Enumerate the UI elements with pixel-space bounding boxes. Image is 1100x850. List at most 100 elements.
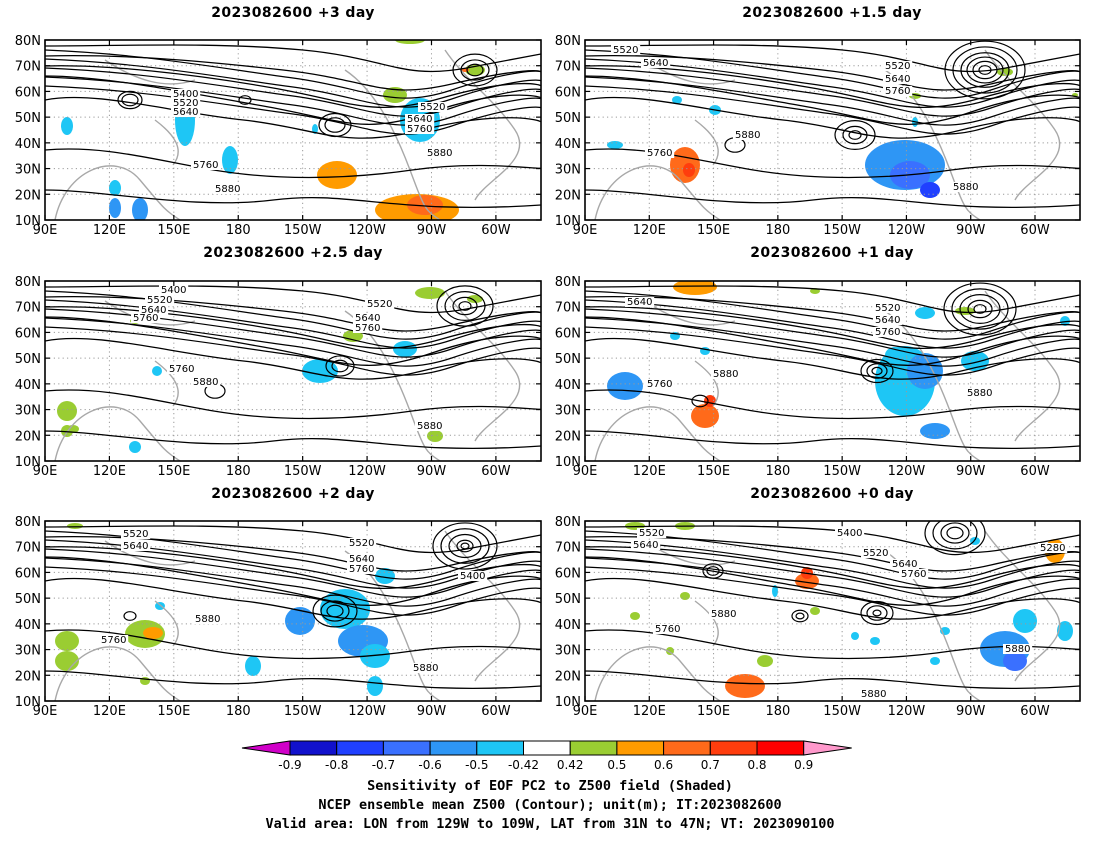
contour-label-bg: [873, 315, 903, 325]
z500-contour: [45, 430, 541, 450]
z500-contour: [45, 337, 541, 380]
lon-tick-label: 60W: [1020, 464, 1050, 479]
z500-closed-contour: [318, 112, 352, 138]
lon-tick-label: 120E: [633, 704, 666, 719]
coastline: [594, 646, 721, 701]
contour-label: 5400: [837, 528, 862, 539]
z500-contour: [45, 530, 541, 580]
lat-tick-label: 40N: [15, 137, 41, 152]
lon-tick-label: 180: [765, 464, 790, 479]
coastline: [444, 290, 521, 442]
panel-title: 2023082600 +2.5 day: [203, 245, 383, 261]
contour-label-bg: [625, 297, 655, 307]
z500-contour: [585, 76, 1080, 126]
z500-closed-contour: [466, 63, 484, 77]
contour-label: 5760: [101, 635, 126, 646]
sensitivity-shading: [393, 341, 417, 357]
lat-tick-label: 80N: [555, 515, 581, 530]
sensitivity-shading: [285, 607, 315, 635]
colorbar-segment: [382, 740, 431, 756]
z500-closed-contour: [117, 90, 143, 110]
lat-tick-label: 20N: [555, 188, 581, 203]
z500-contour: [45, 557, 541, 607]
z500-contour: [585, 670, 1080, 690]
contour-label-bg: [347, 564, 377, 574]
contour-label-bg: [965, 388, 995, 398]
z500-closed-contour: [448, 533, 482, 559]
z500-closed-contour: [872, 609, 882, 617]
colorbar-segment: [569, 740, 618, 756]
z500-closed-contour: [325, 355, 355, 377]
z500-closed-contour: [834, 119, 876, 150]
z500-closed-contour: [460, 59, 490, 81]
contour-label-bg: [899, 569, 929, 579]
coastline: [444, 530, 521, 682]
lon-tick-label: 150E: [697, 223, 730, 238]
sensitivity-shading: [907, 353, 943, 389]
contour-label-bg: [171, 89, 201, 99]
z500-closed-contour: [959, 294, 1001, 325]
lat-tick-label: 10N: [15, 695, 41, 710]
contour-label-bg: [458, 571, 488, 581]
coastline: [984, 49, 1061, 201]
lon-tick-label: 150W: [284, 464, 322, 479]
contour-label-bg: [425, 148, 455, 158]
caption-shading: Sensitivity of EOF PC2 to Z500 field (Sh…: [367, 778, 733, 794]
lon-tick-label: 90E: [573, 223, 598, 238]
lat-tick-label: 20N: [555, 669, 581, 684]
lat-tick-label: 40N: [555, 618, 581, 633]
sensitivity-shading: [870, 637, 880, 645]
lon-tick-label: 90W: [417, 704, 447, 719]
coastline: [54, 165, 181, 220]
z500-closed-contour: [848, 130, 862, 140]
sensitivity-shading: [67, 425, 79, 433]
z500-closed-contour: [944, 40, 1026, 100]
map-frame: [44, 39, 542, 221]
colorbar-segment: [336, 740, 384, 756]
contour-label-bg: [835, 528, 865, 538]
sensitivity-shading: [607, 372, 643, 400]
coastline: [54, 406, 181, 461]
lon-tick-label: 120W: [348, 223, 386, 238]
lat-tick-label: 40N: [15, 618, 41, 633]
contour-label: 5520: [349, 538, 374, 549]
map-frame: [44, 520, 542, 702]
z500-contour: [585, 577, 1080, 620]
lat-tick-label: 20N: [15, 429, 41, 444]
sensitivity-shading: [55, 651, 79, 671]
lat-tick-label: 50N: [555, 111, 581, 126]
contour-label: 5520: [885, 61, 910, 72]
contour-label-bg: [418, 102, 448, 112]
contour-label: 5760: [885, 86, 910, 97]
caption-contour: NCEP ensemble mean Z500 (Contour); unit(…: [318, 797, 782, 813]
lat-tick-label: 50N: [555, 592, 581, 607]
colorbar-label: 0.9: [794, 758, 813, 772]
lon-tick-label: 150W: [284, 223, 322, 238]
z500-closed-contour: [444, 291, 486, 322]
lat-tick-label: 80N: [15, 515, 41, 530]
z500-contour: [585, 337, 1080, 380]
lon-tick-label: 60W: [1020, 223, 1050, 238]
sensitivity-shading: [155, 602, 165, 610]
sensitivity-shading: [245, 656, 261, 676]
colorbar-label: -0.9: [278, 758, 301, 772]
lon-tick-label: 90E: [33, 704, 58, 719]
sensitivity-shading: [930, 657, 940, 665]
contour-label-bg: [191, 160, 221, 170]
contour-label: 5400: [161, 285, 186, 296]
lat-tick-label: 60N: [15, 566, 41, 581]
z500-closed-contour: [121, 93, 139, 107]
lat-tick-label: 50N: [15, 592, 41, 607]
z500-contour: [45, 317, 541, 367]
contour-label-bg: [347, 538, 377, 548]
lat-tick-label: 60N: [555, 566, 581, 581]
contour-label: 5880: [861, 689, 886, 700]
z500-contour: [45, 326, 541, 376]
lat-tick-label: 70N: [555, 60, 581, 75]
z500-closed-contour: [978, 65, 992, 75]
colorbar-label: -0.6: [418, 758, 441, 772]
colorbar-label: 0.8: [747, 758, 766, 772]
z500-contour: [585, 430, 1080, 450]
